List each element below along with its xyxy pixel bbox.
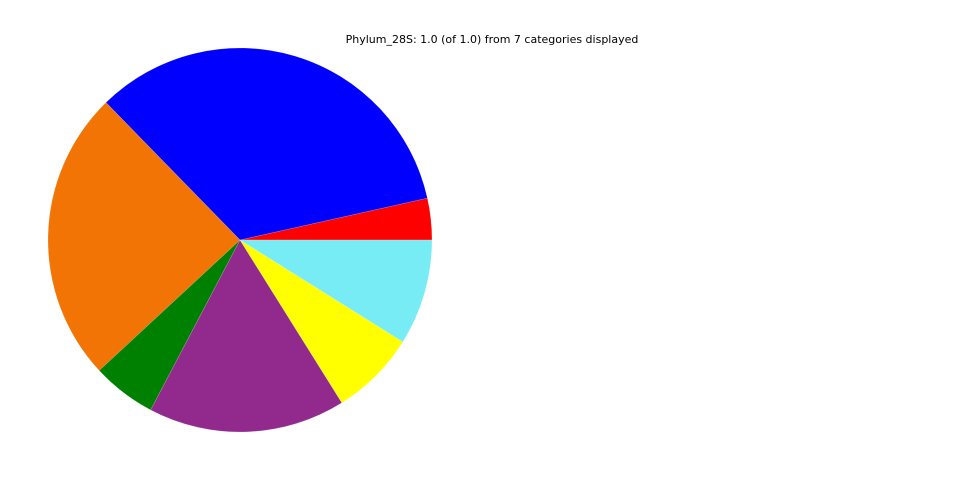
pie-slice-7 bbox=[239, 239, 433, 343]
pie-slice-4 bbox=[98, 239, 241, 411]
chart-title: Phylum_28S: 1.0 (of 1.0) from 7 categori… bbox=[345, 33, 639, 46]
pie-slice-3 bbox=[47, 102, 241, 371]
pie-slice-6 bbox=[239, 239, 404, 404]
pie-slice-2 bbox=[105, 47, 428, 241]
pie-slice-1 bbox=[239, 197, 433, 241]
pie-slice-5 bbox=[150, 239, 343, 433]
